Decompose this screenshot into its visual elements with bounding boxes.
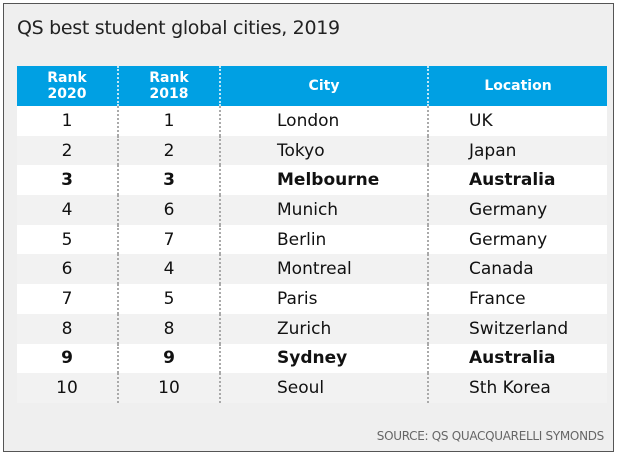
header-location: Location — [484, 78, 552, 94]
table-header: Rank 2020 Rank 2018 City Location — [17, 66, 607, 106]
rank-2018-cell: 2 — [119, 135, 221, 166]
rank-2020-cell: 7 — [17, 284, 119, 314]
rank-2020-cell: 3 — [17, 165, 119, 196]
table-row: 1 1 London UK — [17, 106, 607, 136]
rank-2020-cell: 6 — [17, 254, 119, 285]
table-row: 8 8 Zurich Switzerland — [17, 313, 607, 344]
city-cell: London — [221, 106, 429, 136]
location-cell: UK — [469, 110, 493, 131]
city-cell: Melbourne — [221, 165, 429, 196]
table-row: 6 4 Montreal Canada — [17, 254, 607, 285]
header-city: City — [221, 66, 429, 106]
rankings-table: Rank 2020 Rank 2018 City Location 1 1 London… — [17, 66, 607, 403]
location-cell: France — [469, 288, 526, 309]
city-cell: Zurich — [221, 313, 429, 344]
source-note: SOURCE: QS QUACQUARELLI SYMONDS — [376, 429, 605, 443]
rank-2020-cell: 1 — [17, 106, 119, 136]
rank-2018-cell: 1 — [119, 106, 221, 136]
rank-2018-cell: 7 — [119, 224, 221, 255]
table-row: 9 9 Sydney Australia — [17, 343, 607, 374]
rank-2018-cell: 10 — [119, 373, 221, 403]
location-cell: Germany — [469, 199, 548, 220]
city-cell: Sydney — [221, 343, 429, 374]
rank-2020-cell: 2 — [17, 135, 119, 166]
location-cell: Switzerland — [469, 318, 569, 339]
rank-2020-cell: 8 — [17, 313, 119, 344]
table-row: 5 7 Berlin Germany — [17, 224, 607, 255]
chart-frame: QS best student global cities, 2019 Rank… — [3, 3, 614, 452]
rank-2018-cell: 5 — [119, 284, 221, 314]
rank-2020-cell: 5 — [17, 224, 119, 255]
table-row: 10 10 Seoul Sth Korea — [17, 373, 607, 403]
city-cell: Seoul — [221, 373, 429, 403]
rank-2018-cell: 3 — [119, 165, 221, 196]
location-cell: Japan — [469, 140, 517, 161]
header-rank-2020: Rank 2020 — [17, 66, 119, 106]
location-cell: Sth Korea — [469, 378, 551, 399]
city-cell: Montreal — [221, 254, 429, 285]
table-row: 2 2 Tokyo Japan — [17, 135, 607, 166]
city-cell: Tokyo — [221, 135, 429, 166]
location-cell: Australia — [469, 348, 556, 369]
table-row: 3 3 Melbourne Australia — [17, 165, 607, 196]
header-rank-2018: Rank 2018 — [119, 66, 221, 106]
rank-2020-cell: 9 — [17, 343, 119, 374]
rank-2020-cell: 10 — [17, 373, 119, 403]
rank-2018-cell: 8 — [119, 313, 221, 344]
table-row: 7 5 Paris France — [17, 284, 607, 314]
location-cell: Canada — [469, 259, 534, 280]
location-cell: Australia — [469, 170, 556, 191]
location-cell: Germany — [469, 229, 548, 250]
city-cell: Munich — [221, 195, 429, 225]
page-title: QS best student global cities, 2019 — [17, 17, 340, 39]
rank-2020-cell: 4 — [17, 195, 119, 225]
rank-2018-cell: 4 — [119, 254, 221, 285]
city-cell: Berlin — [221, 224, 429, 255]
table-row: 4 6 Munich Germany — [17, 195, 607, 225]
city-cell: Paris — [221, 284, 429, 314]
rank-2018-cell: 6 — [119, 195, 221, 225]
rank-2018-cell: 9 — [119, 343, 221, 374]
